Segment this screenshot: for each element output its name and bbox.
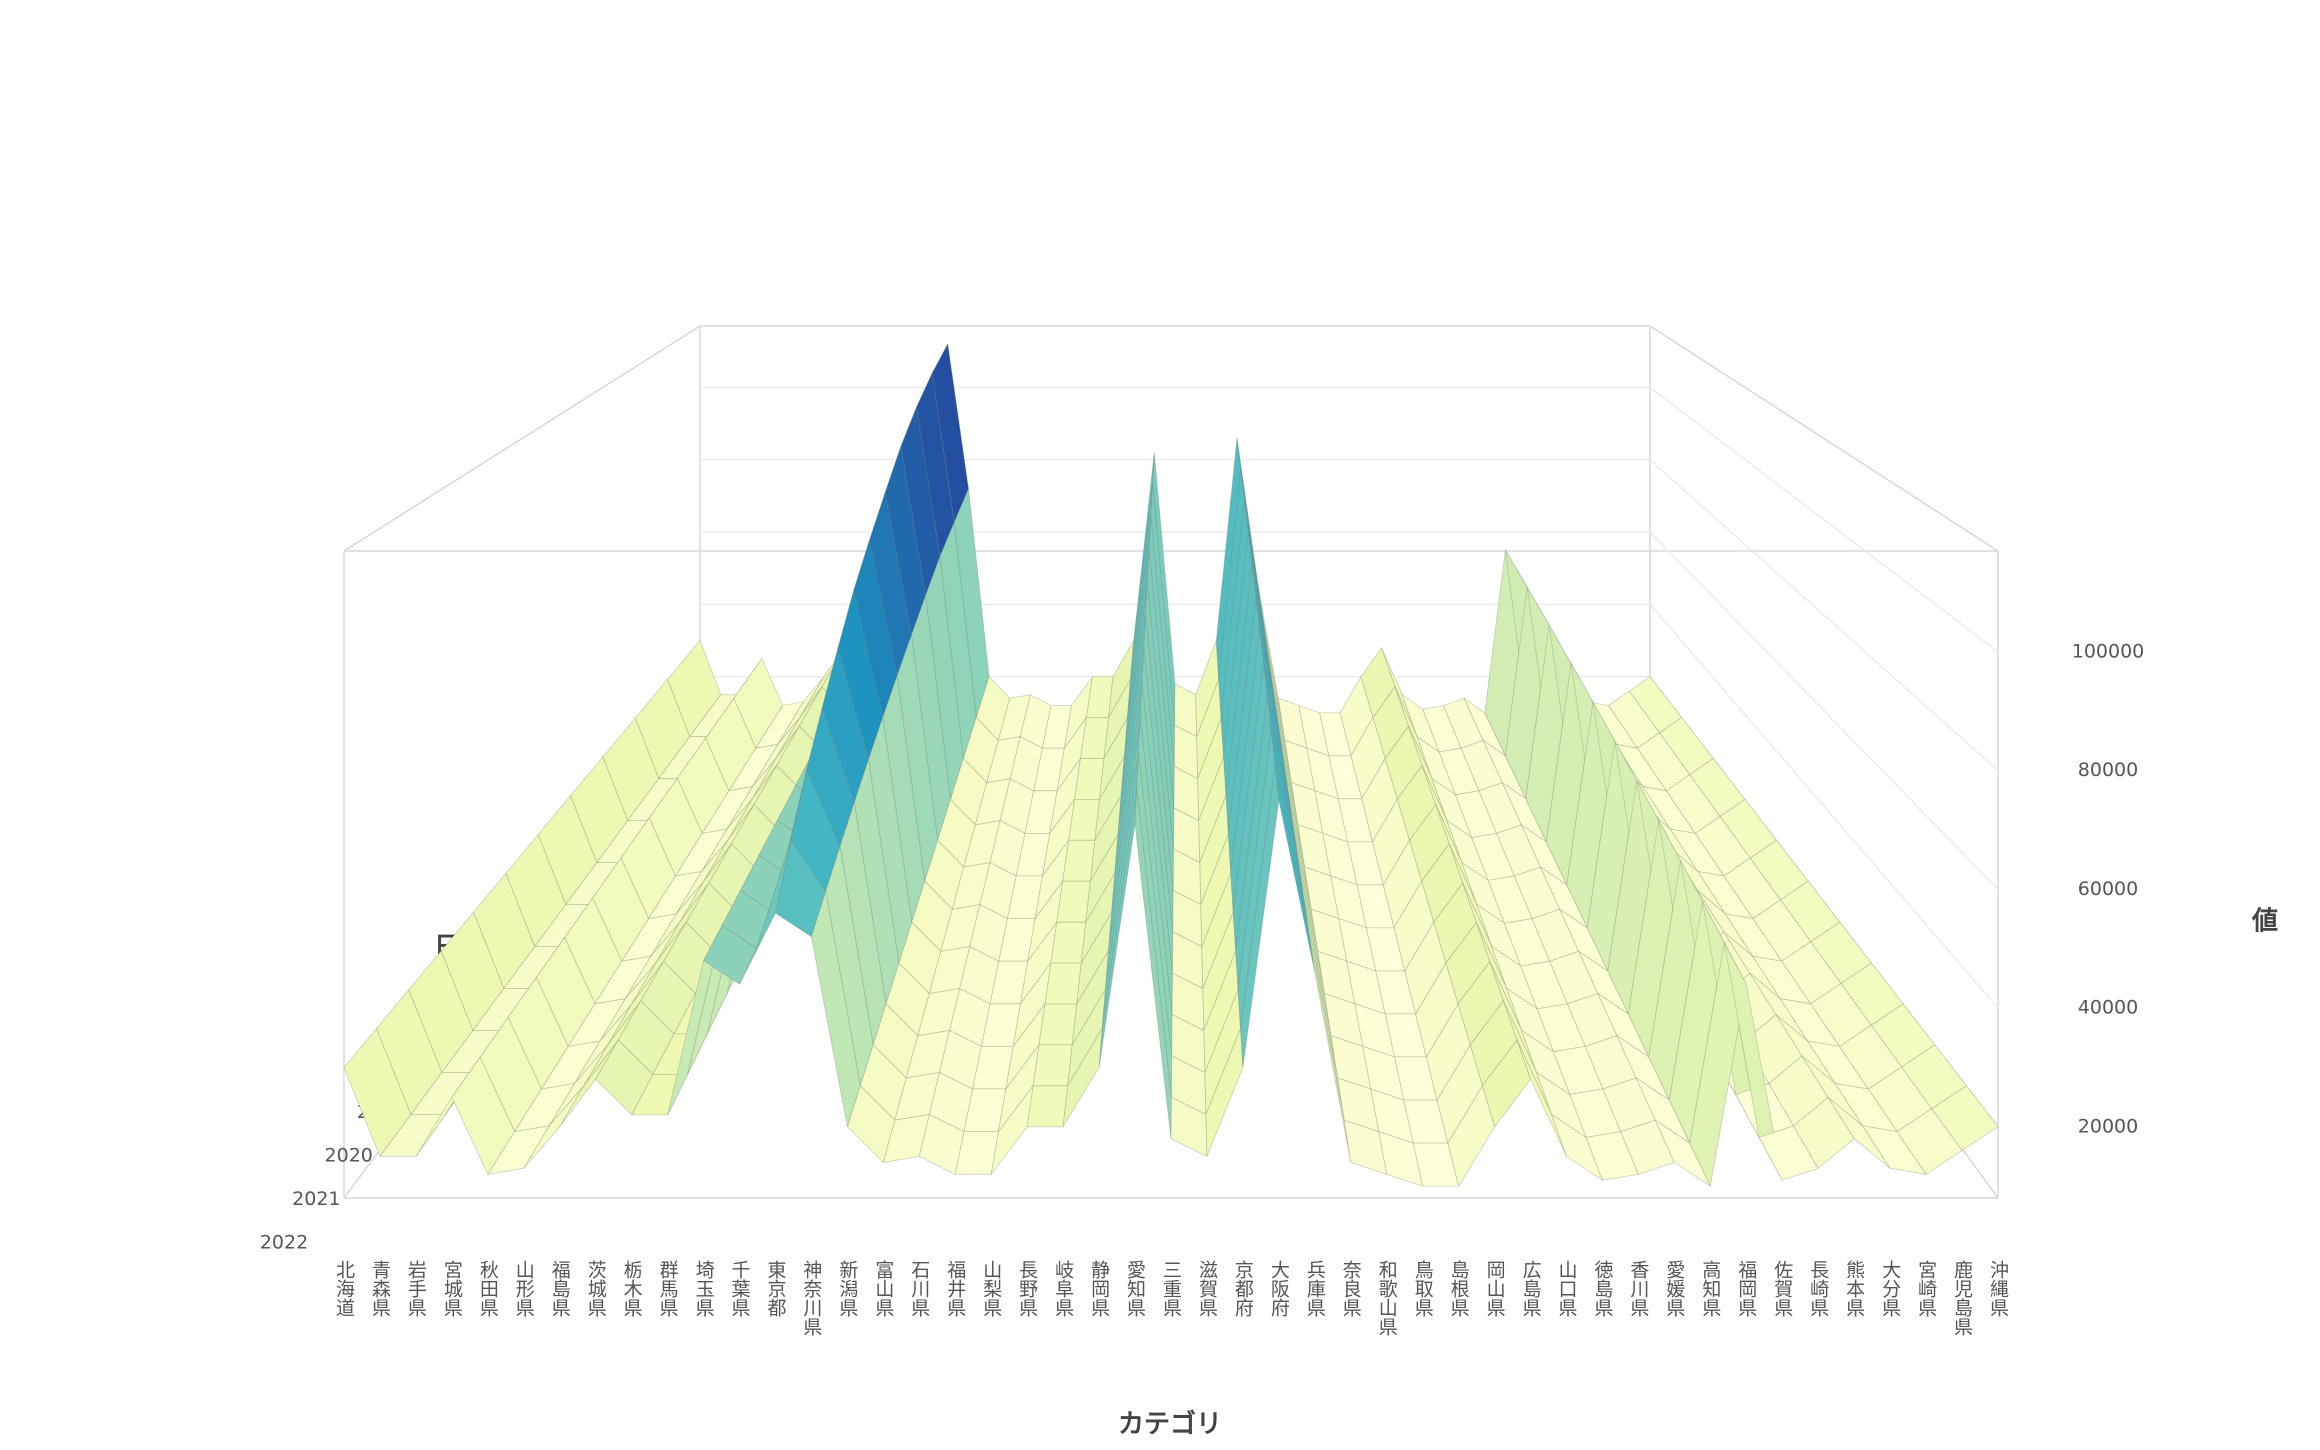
z-tick-label: 60000 <box>2078 878 2138 900</box>
x-tick-label: 宮城県 <box>441 1260 463 1317</box>
x-tick-label: 茨城県 <box>585 1260 607 1317</box>
y-tick-label: 2020 <box>325 1145 373 1167</box>
x-tick-label: 愛媛県 <box>1663 1260 1685 1317</box>
x-tick-label: 佐賀県 <box>1771 1260 1793 1317</box>
x-tick-label: 京都府 <box>1232 1260 1254 1317</box>
x-tick-label: 島根県 <box>1448 1260 1470 1317</box>
x-tick-label: 長野県 <box>1016 1260 1038 1317</box>
x-tick-label: 群馬県 <box>657 1260 679 1317</box>
grid-line <box>1649 386 1999 653</box>
x-tick-label: 大阪府 <box>1268 1260 1290 1317</box>
x-tick-label: 鳥取県 <box>1412 1260 1434 1317</box>
x-tick-label: 滋賀県 <box>1196 1260 1218 1317</box>
surface-patch <box>1044 962 1082 1005</box>
x-tick-label: 神奈川県 <box>800 1260 822 1336</box>
x-tick-label: 福島県 <box>549 1260 571 1317</box>
x-tick-label: 東京都 <box>764 1260 786 1317</box>
x-tick-label: 宮崎県 <box>1915 1260 1937 1317</box>
x-tick-label: 静岡県 <box>1088 1260 1110 1317</box>
x-tick-label: 鹿児島県 <box>1951 1260 1973 1336</box>
x-tick-label: 徳島県 <box>1591 1260 1613 1317</box>
x-tick-label: 沖縄県 <box>1987 1260 2009 1317</box>
z-tick-label: 20000 <box>2078 1115 2138 1137</box>
x-tick-label: 埼玉県 <box>693 1260 715 1317</box>
x-tick-label: 熊本県 <box>1843 1260 1865 1317</box>
x-tick-label: 高知県 <box>1699 1260 1721 1317</box>
x-tick-label: 栃木県 <box>621 1260 643 1317</box>
x-tick-label: 福井県 <box>944 1260 966 1317</box>
grid-line <box>1649 603 1999 1009</box>
x-tick-label: 長崎県 <box>1807 1260 1829 1317</box>
z-axis-title: 値 <box>2251 907 2278 937</box>
x-tick-label: 岡山県 <box>1484 1260 1506 1317</box>
surface-patch <box>1026 1085 1069 1128</box>
z-tick-label: 40000 <box>2078 997 2138 1019</box>
surface-patch <box>1931 1085 1999 1152</box>
x-tick-label: 福岡県 <box>1735 1260 1757 1317</box>
x-tick-label: 和歌山県 <box>1376 1260 1398 1336</box>
x-tick-label: 奈良県 <box>1340 1260 1362 1317</box>
x-tick-label: 香川県 <box>1627 1260 1649 1317</box>
x-tick-label: 北海道 <box>333 1260 355 1317</box>
x-tick-label: 新潟県 <box>836 1260 858 1317</box>
surface-patch <box>1038 1003 1078 1046</box>
x-axis-title: カテゴリ <box>1118 1409 1222 1440</box>
x-tick-label: 岐阜県 <box>1052 1260 1074 1317</box>
x-tick-label: 愛知県 <box>1124 1260 1146 1317</box>
x-tick-label: 三重県 <box>1160 1260 1182 1317</box>
x-tick-label: 石川県 <box>908 1260 930 1317</box>
x-tick-label: 山口県 <box>1556 1260 1578 1317</box>
surface-patch <box>1062 839 1096 882</box>
frame-edge <box>1649 325 1999 552</box>
x-tick-label: 富山県 <box>872 1260 894 1317</box>
x-tick-label: 青森県 <box>369 1260 391 1317</box>
y-tick-label: 2022 <box>260 1232 308 1254</box>
x-tick-label: 山梨県 <box>980 1260 1002 1317</box>
z-tick-label: 80000 <box>2078 759 2138 781</box>
y-tick-label: 2021 <box>292 1188 340 1210</box>
x-tick-label: 岩手県 <box>405 1260 427 1317</box>
frame-edge <box>343 325 701 552</box>
grid-line <box>1649 531 1999 890</box>
x-tick-label: 秋田県 <box>477 1260 499 1317</box>
x-tick-label: 千葉県 <box>729 1260 751 1317</box>
x-tick-label: 山形県 <box>513 1260 535 1317</box>
x-tick-label: 広島県 <box>1520 1260 1542 1317</box>
z-tick-label: 100000 <box>2072 640 2145 662</box>
x-tick-label: 兵庫県 <box>1304 1260 1326 1317</box>
surface-patch <box>1032 1044 1073 1087</box>
grid-line <box>1649 459 1999 772</box>
surface-patch <box>1056 880 1091 923</box>
surface-patch <box>1050 921 1087 964</box>
x-tick-label: 大分県 <box>1879 1260 1901 1317</box>
